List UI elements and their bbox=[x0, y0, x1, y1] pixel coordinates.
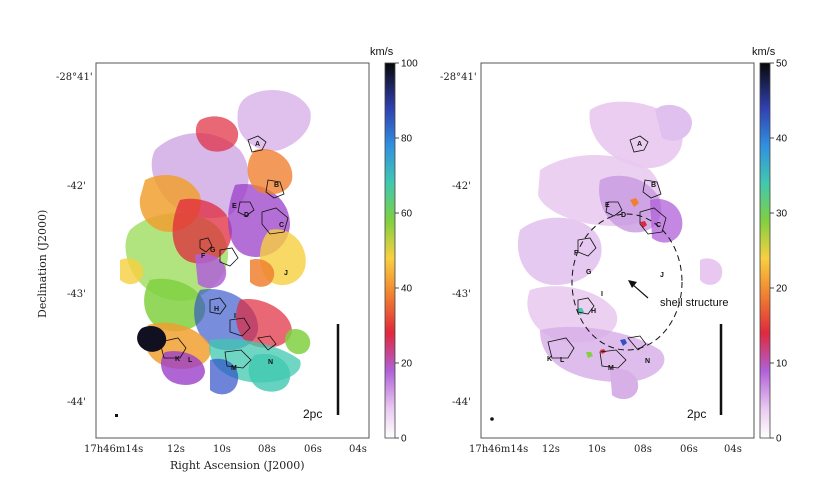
colorbar-tick-label: 40 bbox=[401, 284, 413, 295]
left-beam-marker bbox=[115, 414, 118, 417]
right-clump-label: F bbox=[574, 250, 579, 257]
left-dec-tick-label: -44' bbox=[67, 397, 86, 408]
left-ra-tick-label: 10s bbox=[213, 444, 231, 455]
left-ra-tick-label: 04s bbox=[349, 444, 367, 455]
left-clump-label: D bbox=[244, 212, 249, 219]
right-clump-label: D bbox=[621, 212, 626, 219]
colorbar-tick-label: 20 bbox=[776, 284, 788, 295]
left-dec-ticks: -28°41' -42' -43' -44' bbox=[56, 72, 93, 408]
left-clump-label: A bbox=[255, 141, 260, 148]
right-ra-tick-label: 08s bbox=[634, 444, 652, 455]
left-dec-tick-label: -42' bbox=[67, 181, 86, 192]
right-colorbar-ticks: 0 10 20 30 40 50 bbox=[770, 59, 788, 445]
right-ra-ticks: 17h46m14s 12s 10s 08s 06s 04s bbox=[469, 444, 742, 455]
right-clump-label: I bbox=[601, 291, 603, 298]
right-clump-label: H bbox=[591, 308, 596, 315]
colorbar-tick-label: 30 bbox=[776, 209, 788, 220]
right-clump-label: J bbox=[660, 272, 664, 279]
right-clump-label: A bbox=[637, 141, 642, 148]
left-dec-tick-label: -43' bbox=[67, 289, 86, 300]
right-clump-label: E bbox=[605, 202, 610, 209]
left-clump-label: J bbox=[284, 270, 288, 277]
colorbar-tick-label: 0 bbox=[776, 434, 782, 445]
x-axis-title: Right Ascension (J2000) bbox=[170, 459, 305, 472]
right-ra-tick-label: 12s bbox=[542, 444, 560, 455]
colorbar-tick-label: 0 bbox=[401, 434, 407, 445]
left-panel: A B C D E F G H I J K L M N 2pc -28°41' … bbox=[36, 46, 418, 472]
right-contours bbox=[547, 135, 667, 369]
left-clump-label: F bbox=[201, 253, 206, 260]
right-emission-map bbox=[517, 101, 723, 400]
left-scale-label: 2pc bbox=[303, 407, 322, 421]
left-ra-ticks: 17h46m14s 12s 10s 08s 06s 04s bbox=[84, 444, 367, 455]
right-clump-label: B bbox=[651, 182, 656, 189]
left-colorbar-unit: km/s bbox=[370, 46, 394, 58]
left-colorbar bbox=[384, 62, 396, 439]
right-colorbar bbox=[759, 62, 771, 439]
right-ra-tick-label: 04s bbox=[724, 444, 742, 455]
colorbar-tick-label: 50 bbox=[776, 59, 788, 70]
colorbar-tick-label: 100 bbox=[401, 59, 418, 70]
right-dec-tick-label: -43' bbox=[452, 289, 471, 300]
right-dec-tick-label: -42' bbox=[452, 181, 471, 192]
left-ra-tick-label: 17h46m14s bbox=[84, 444, 143, 455]
right-scale-label: 2pc bbox=[687, 407, 706, 421]
right-dec-tick-label: -44' bbox=[452, 397, 471, 408]
left-contours bbox=[159, 135, 289, 369]
left-clump-labels: A B C D E F G H I J K L M N bbox=[175, 141, 288, 372]
right-clump-label: M bbox=[608, 365, 614, 372]
y-axis-title: Declination (J2000) bbox=[36, 210, 49, 318]
shell-annotation-label: shell structure bbox=[660, 297, 728, 309]
right-clump-label: N bbox=[645, 358, 650, 365]
left-ra-tick-label: 08s bbox=[258, 444, 276, 455]
arrow-head-icon bbox=[628, 280, 637, 288]
left-clump-label: G bbox=[210, 247, 216, 254]
right-ra-tick-label: 10s bbox=[588, 444, 606, 455]
colorbar-tick-label: 10 bbox=[776, 359, 788, 370]
right-ra-tick-label: 06s bbox=[680, 444, 698, 455]
right-clump-labels: A B C D E F G H I J K L M N bbox=[547, 141, 664, 372]
left-clump-label: B bbox=[274, 182, 279, 189]
colorbar-tick-label: 80 bbox=[401, 134, 413, 145]
right-beam-marker bbox=[490, 417, 494, 421]
right-ra-tick-label: 17h46m14s bbox=[469, 444, 528, 455]
right-clump-label: G bbox=[586, 269, 592, 276]
left-clump-label: K bbox=[175, 356, 180, 363]
left-clump-label: L bbox=[188, 357, 193, 364]
left-ra-tick-label: 12s bbox=[167, 444, 185, 455]
right-clump-label: L bbox=[560, 357, 565, 364]
left-emission-map bbox=[120, 90, 311, 395]
right-dec-tick-label: -28°41' bbox=[440, 72, 477, 83]
right-colorbar-unit: km/s bbox=[752, 46, 776, 58]
left-clump-label: E bbox=[232, 203, 237, 210]
right-dec-ticks: -28°41' -42' -43' -44' bbox=[440, 72, 477, 408]
shell-annotation-arrow bbox=[631, 283, 649, 299]
shell-structure-outline bbox=[571, 213, 683, 351]
colorbar-tick-label: 40 bbox=[776, 134, 788, 145]
left-clump-label: I bbox=[234, 313, 236, 320]
left-ra-tick-label: 06s bbox=[304, 444, 322, 455]
left-clump-label: C bbox=[279, 222, 284, 229]
right-clump-label: C bbox=[656, 222, 661, 229]
left-colorbar-ticks: 0 20 40 60 80 100 bbox=[395, 59, 418, 445]
left-clump-label: H bbox=[214, 306, 219, 313]
left-dec-tick-label: -28°41' bbox=[56, 72, 93, 83]
left-clump-label: M bbox=[231, 365, 237, 372]
right-panel: A B C D E F G H I J K L M N shell struct… bbox=[440, 46, 788, 455]
left-clump-label: N bbox=[268, 359, 273, 366]
colorbar-tick-label: 20 bbox=[401, 359, 413, 370]
colorbar-tick-label: 60 bbox=[401, 209, 413, 220]
right-clump-label: K bbox=[547, 356, 552, 363]
